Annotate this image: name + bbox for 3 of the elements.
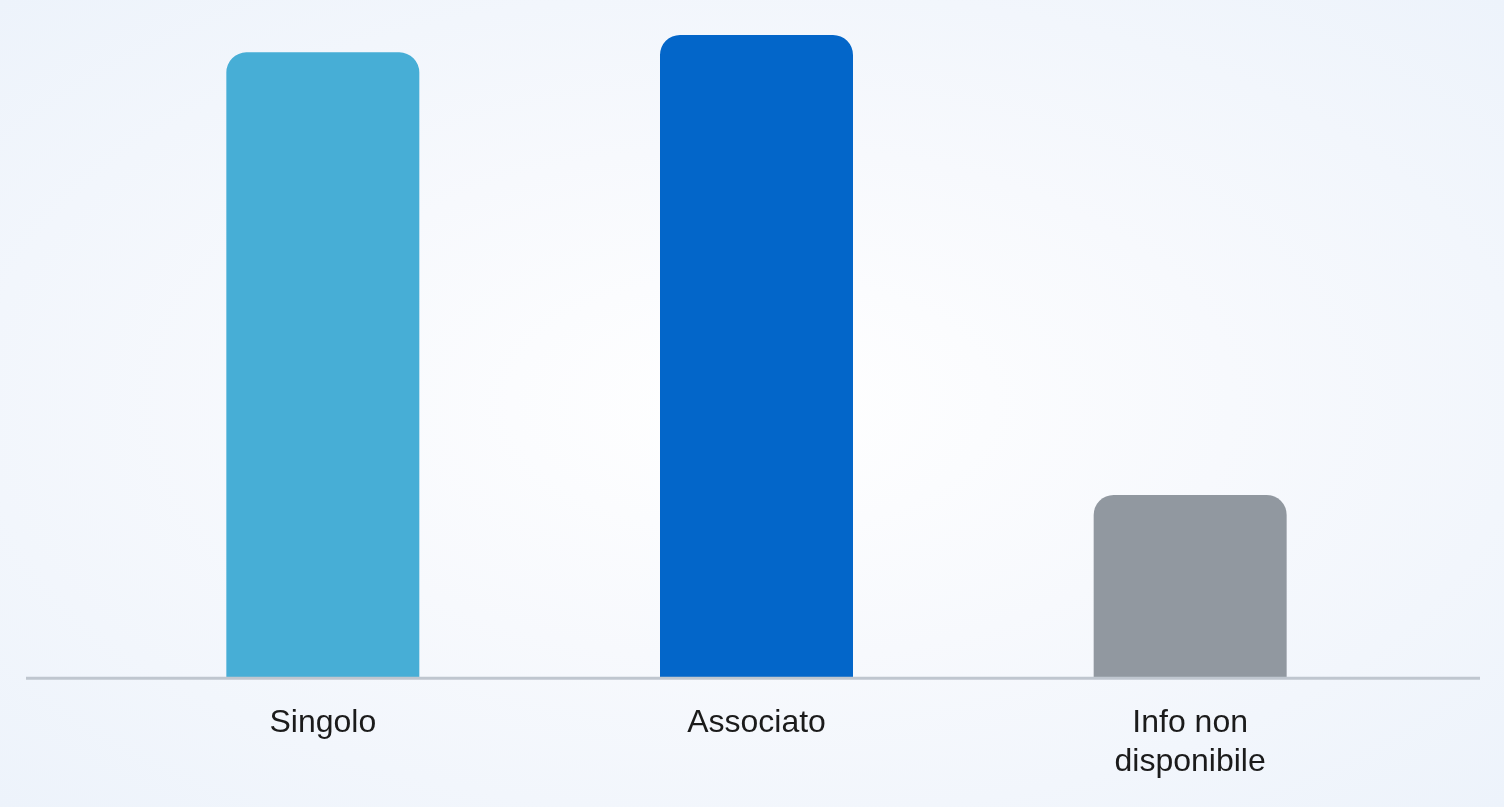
x-tick-label: Associato	[687, 703, 826, 740]
x-tick-label: Singolo	[269, 703, 377, 740]
x-tick-label: Info non disponibile	[1114, 703, 1266, 778]
